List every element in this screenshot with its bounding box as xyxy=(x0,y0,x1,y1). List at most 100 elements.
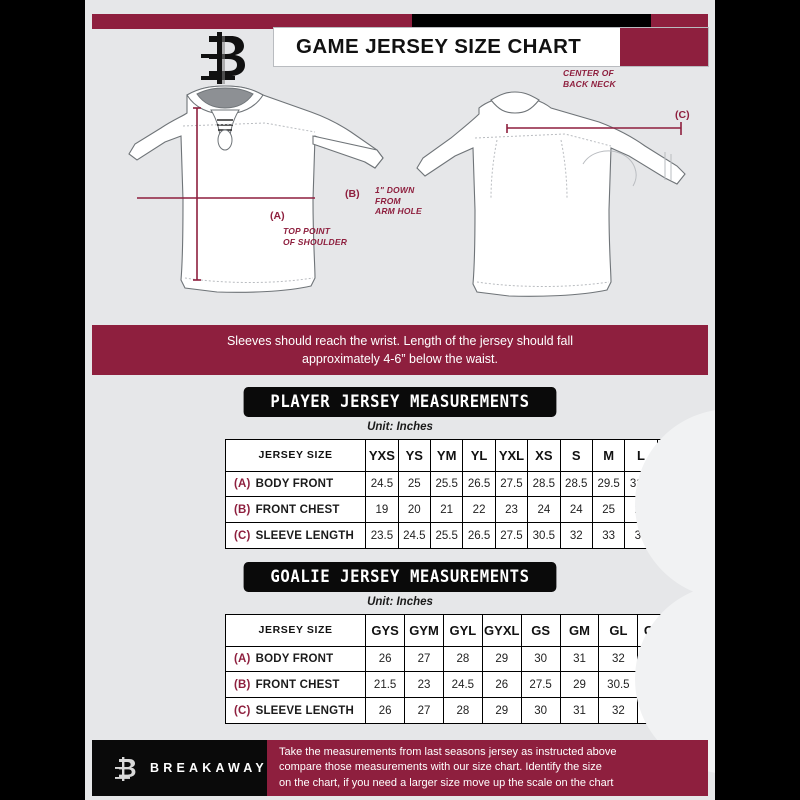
table-cell: 28.5 xyxy=(527,470,561,498)
table-cell: 35 xyxy=(624,522,658,549)
table-cell: 27 xyxy=(656,496,691,524)
marker-c-label: (C) xyxy=(675,109,690,121)
column-header-gyxl: GYXL xyxy=(481,614,522,647)
table-cell: 33 xyxy=(637,697,678,724)
table-cell: 30 xyxy=(520,697,561,724)
column-header-gl: GL xyxy=(598,614,639,647)
table-cell: 28.5 xyxy=(559,470,593,498)
table-cell: 33.5 xyxy=(676,671,715,699)
annotation-top-point-of-shoulder: TOP POINT OF SHOULDER xyxy=(283,226,348,247)
table-cell: 25.5 xyxy=(429,522,464,549)
table-cell: 24.5 xyxy=(397,522,431,549)
marker-a-label: (A) xyxy=(270,210,285,222)
table-cell: 29 xyxy=(481,645,522,673)
size-chart-page: GAME JERSEY SIZE CHART xyxy=(85,0,715,800)
row-marker: (A) xyxy=(234,478,251,491)
top-bar-black-middle xyxy=(412,14,651,29)
row-label: (B) FRONT CHEST xyxy=(224,671,367,699)
fit-note-banner: Sleeves should reach the wrist. Length o… xyxy=(92,325,708,375)
jersey-diagrams: CENTER OF BACK NECK 1" DOWN FROM ARM HOL… xyxy=(85,60,715,315)
top-bar-maroon-right xyxy=(651,14,708,29)
table-cell: 19 xyxy=(365,496,399,524)
table-cell: 30 xyxy=(520,645,561,673)
table-cell: 26.5 xyxy=(462,470,496,498)
table-cell: 27.5 xyxy=(494,470,529,498)
table-cell: 22 xyxy=(462,496,496,524)
fit-note-line-1: Sleeves should reach the wrist. Length o… xyxy=(226,334,574,348)
row-marker: (A) xyxy=(234,653,251,666)
table-cell: 21 xyxy=(429,496,464,524)
table-header-row: JERSEY SIZEGYSGYMGYLGYXLGSGMGLGXLG2XLG3X… xyxy=(224,614,715,647)
row-marker: (B) xyxy=(234,503,251,516)
breakaway-b-monogram-icon xyxy=(115,757,136,781)
table-row: (B)FRONT CHEST192021222324242526272829 xyxy=(224,496,715,524)
annotation-center-back-neck: CENTER OF BACK NECK xyxy=(563,68,616,89)
footer-line-3: on the chart, if you need a larger size … xyxy=(279,776,614,789)
column-header-xl: XL xyxy=(656,439,691,472)
row-label: (A) BODY FRONT xyxy=(224,470,367,498)
row-label: (B) FRONT CHEST xyxy=(224,496,367,524)
footer-instructions: Take the measurements from last seasons … xyxy=(267,740,708,796)
column-header-ym: YM xyxy=(429,439,464,472)
table-cell: 31 xyxy=(559,697,600,724)
marker-b-label: (B) xyxy=(345,188,360,200)
table-cell: 29.5 xyxy=(591,470,626,498)
table-cell: 29 xyxy=(481,697,522,724)
column-header-gys: GYS xyxy=(365,614,406,647)
footer-line-2: compare those measurements with our size… xyxy=(279,761,602,774)
table-cell: 28 xyxy=(442,697,483,724)
table-cell: 23 xyxy=(494,496,529,524)
table-cell: 31 xyxy=(559,645,600,673)
table-cell: 37 xyxy=(689,522,715,549)
table-cell: 32 xyxy=(559,522,593,549)
table-cell: 26 xyxy=(481,671,522,699)
table-cell: 32 xyxy=(598,645,639,673)
row-header-label: JERSEY SIZE xyxy=(224,614,367,647)
table-cell: 24.5 xyxy=(442,671,483,699)
table-cell: 29 xyxy=(559,671,600,699)
table-cell: 27 xyxy=(404,645,444,673)
column-header-gyl: GYL xyxy=(442,614,483,647)
table-cell: 20 xyxy=(397,496,431,524)
column-header-yxs: YXS xyxy=(365,439,399,472)
annotation-down-from-arm-hole: 1" DOWN FROM ARM HOLE xyxy=(375,185,422,216)
table-cell: 36 xyxy=(656,522,691,549)
column-header-gm: GM xyxy=(559,614,600,647)
table-cell: 28 xyxy=(689,496,715,524)
row-label: (C) SLEEVE LENGTH xyxy=(224,697,367,724)
table-cell: 33 xyxy=(591,522,626,549)
column-header-l: L xyxy=(624,439,658,472)
table-cell: 30.5 xyxy=(527,522,561,549)
footer-brand-name: BREAKAWAY xyxy=(150,761,268,775)
table-row: (B) FRONT CHEST 21.5 23 24.5 26 27.5 29 30.5 32 33… xyxy=(224,671,715,699)
table-cell: 24 xyxy=(527,496,561,524)
footer-line-1: Take the measurements from last seasons … xyxy=(279,745,617,758)
column-header-xs: XS xyxy=(527,439,561,472)
table-cell: 34 xyxy=(676,645,715,673)
top-color-bar xyxy=(85,14,715,29)
player-unit-label: Unit: Inches xyxy=(367,421,433,433)
table-cell: 32 xyxy=(598,697,639,724)
row-label: (A) BODY FRONT xyxy=(224,645,367,673)
table-cell: 33 xyxy=(637,645,678,673)
goalie-measurements-table: JERSEY SIZEGYSGYMGYLGYXLGSGMGLGXLG2XLG3X… xyxy=(224,584,715,774)
player-measurements-table: JERSEY SIZEYXSYSYMYLYXLXSSMLXL2XL3XL(A)B… xyxy=(224,409,715,599)
table-cell: 31.5 xyxy=(624,470,658,498)
breakaway-b-monogram-icon xyxy=(201,32,245,84)
fit-note-line-2: approximately 4-6” below the waist. xyxy=(302,352,498,366)
column-header-ys: YS xyxy=(397,439,431,472)
footer: BREAKAWAY Take the measurements from las… xyxy=(92,740,708,796)
table-row: (C) SLEEVE LENGTH 23.5 24.5 25.5 26.5 27.5 30.5… xyxy=(224,522,715,549)
table-cell: 32 xyxy=(637,671,678,699)
table-row: (A)BODY FRONT26272829303132333435 xyxy=(224,645,715,673)
table-cell: 25 xyxy=(591,496,626,524)
player-section-banner: PLAYER JERSEY MEASUREMENTS xyxy=(243,387,557,417)
table-cell: 28 xyxy=(442,645,483,673)
table-cell: 27.5 xyxy=(520,671,561,699)
column-header-gym: GYM xyxy=(404,614,444,647)
row-marker: (C) xyxy=(234,704,251,717)
top-bar-maroon-left xyxy=(92,14,412,29)
table-cell: 24 xyxy=(559,496,593,524)
table-cell: 23 xyxy=(404,671,444,699)
row-header-label: JERSEY SIZE xyxy=(224,439,367,472)
